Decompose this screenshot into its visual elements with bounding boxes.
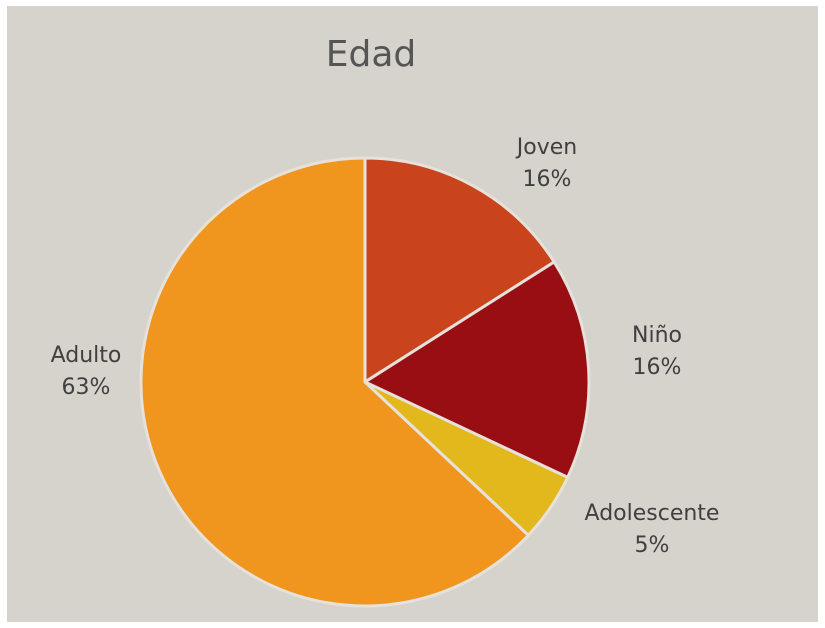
pie-slice-nino [363,260,591,479]
pie-chart [139,156,591,608]
slice-percent: 5% [634,533,670,558]
chart-area: Edad Joven 16% Niño 16% Adolescente 5% A… [7,6,818,622]
slice-name: Joven [516,135,578,160]
slice-name: Adolescente [584,501,720,526]
slice-label-joven: Joven 16% [487,132,607,196]
slice-percent: 16% [522,167,572,192]
slice-label-adolescente: Adolescente 5% [567,498,737,562]
slice-name: Niño [632,323,682,348]
slice-label-adulto: Adulto 63% [31,340,141,404]
slice-label-nino: Niño 16% [602,320,712,384]
slice-name: Adulto [50,343,122,368]
slice-percent: 63% [61,375,111,400]
chart-title: Edad [325,34,417,75]
slice-percent: 16% [632,355,682,380]
pie-slice-joven [363,156,556,384]
pie-slice-adulto [139,156,530,608]
